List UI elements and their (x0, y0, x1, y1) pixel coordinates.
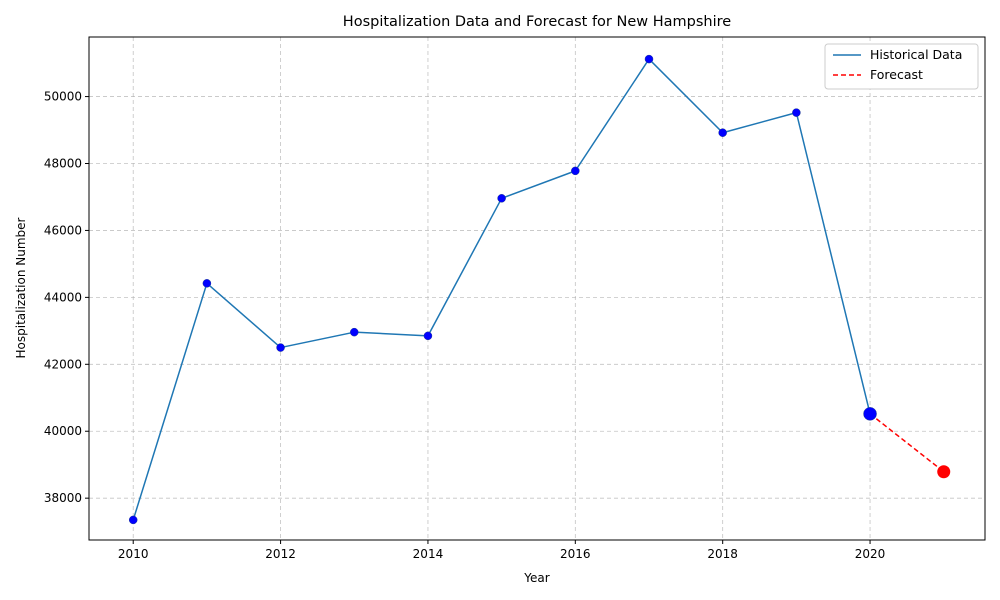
y-tick-label: 48000 (44, 157, 82, 171)
x-tick-label: 2010 (118, 547, 149, 561)
x-axis-label: Year (523, 571, 549, 585)
y-tick-label: 40000 (44, 424, 82, 438)
legend-box (824, 43, 979, 90)
y-tick-label: 50000 (44, 90, 82, 104)
x-tick-label: 2020 (855, 547, 886, 561)
legend-label-historical: Historical Data (870, 47, 962, 62)
legend: Historical Data Forecast (824, 43, 979, 90)
forecast-point (937, 465, 951, 479)
y-tick-label: 46000 (44, 223, 82, 237)
x-tick-label: 2012 (265, 547, 296, 561)
data-point (350, 327, 359, 337)
data-point (202, 279, 212, 288)
legend-label-forecast: Forecast (870, 67, 923, 82)
data-point (423, 331, 433, 341)
x-tick-label: 2018 (707, 547, 738, 561)
x-axis-ticks: 2010 2012 2014 2016 2018 2020 (118, 540, 885, 561)
y-axis-label: Hospitalization Number (14, 217, 28, 358)
grid (89, 37, 985, 540)
series-layer (128, 54, 951, 525)
data-point (497, 194, 506, 203)
last-historical-point (863, 407, 877, 421)
x-tick-label: 2016 (560, 547, 591, 561)
data-point (571, 166, 580, 176)
y-tick-label: 42000 (44, 357, 82, 371)
y-axis-ticks: 38000 40000 42000 44000 46000 48000 50000 (44, 90, 89, 505)
data-point (128, 515, 138, 525)
data-point (276, 343, 285, 352)
y-tick-label: 38000 (44, 491, 82, 505)
plot-frame (88, 36, 986, 541)
chart-title: Hospitalization Data and Forecast for Ne… (343, 14, 731, 30)
data-point (718, 128, 727, 137)
data-point (792, 108, 801, 117)
x-tick-label: 2014 (413, 547, 444, 561)
data-point (644, 54, 654, 64)
y-tick-label: 44000 (44, 290, 82, 304)
